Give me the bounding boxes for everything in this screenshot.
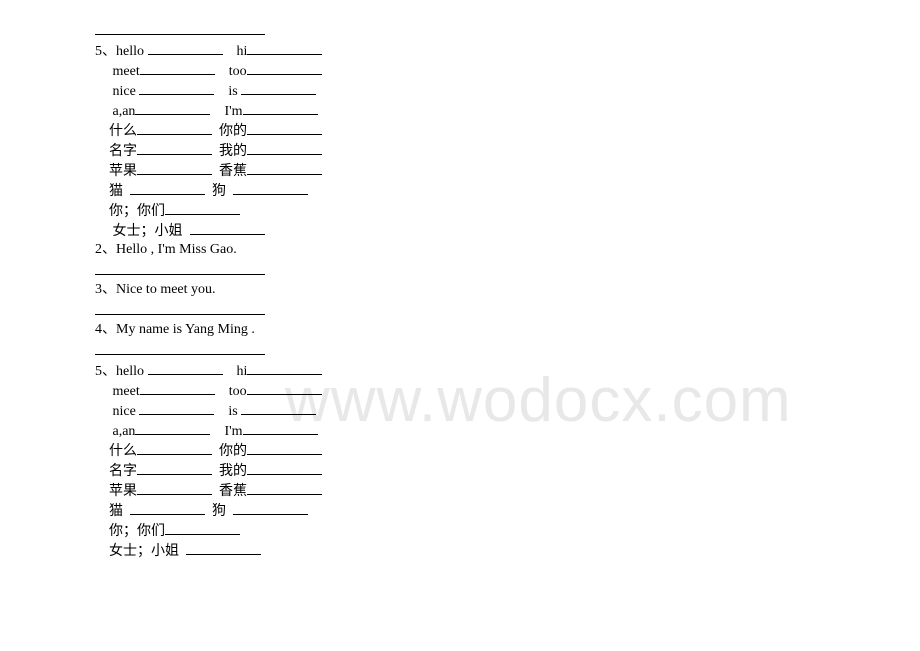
word-im: I'm xyxy=(224,424,242,439)
document-content: 5、hello hi meet too nice is a,an I'm 什么 … xyxy=(95,20,920,560)
vocab-line: 5、hello hi xyxy=(95,40,920,60)
sentence-2: Hello , I'm Miss Gao. xyxy=(116,242,237,257)
word-pingguo: 苹果 xyxy=(109,484,137,499)
word-nvshi: 女士；小姐 xyxy=(109,544,179,559)
sentence-line: 4、My name is Yang Ming . xyxy=(95,320,920,340)
sentence-4: My name is Yang Ming . xyxy=(116,322,255,337)
word-hi: hi xyxy=(237,364,248,379)
vocab-line: 你；你们 xyxy=(95,200,920,220)
document-page: www.wodocx.com 5、hello hi meet too nice … xyxy=(0,0,920,651)
word-mingzi: 名字 xyxy=(109,144,137,159)
word-hello: hello xyxy=(116,44,144,59)
vocab-line: 苹果 香蕉 xyxy=(95,480,920,500)
item-prefix: 5、 xyxy=(95,44,116,59)
item-prefix: 5、 xyxy=(95,364,116,379)
word-meet: meet xyxy=(113,64,140,79)
word-meet: meet xyxy=(113,384,140,399)
vocab-line: 名字 我的 xyxy=(95,460,920,480)
blank-underline-line xyxy=(95,260,920,280)
vocab-line: 你；你们 xyxy=(95,520,920,540)
vocab-line: a,an I'm xyxy=(95,100,920,120)
word-pingguo: 苹果 xyxy=(109,164,137,179)
blank-underline-line xyxy=(95,20,920,40)
word-is: is xyxy=(228,404,237,419)
word-hi: hi xyxy=(237,44,248,59)
vocab-line: 什么 你的 xyxy=(95,440,920,460)
word-shenme: 什么 xyxy=(109,124,137,139)
word-aan: a,an xyxy=(113,424,136,439)
vocab-line: 名字 我的 xyxy=(95,140,920,160)
word-nide: 你的 xyxy=(219,444,247,459)
word-nice: nice xyxy=(113,84,136,99)
vocab-line: meet too xyxy=(95,60,920,80)
vocab-line: 女士；小姐 xyxy=(95,220,920,240)
vocab-line: meet too xyxy=(95,380,920,400)
blank-underline-line xyxy=(95,340,920,360)
word-nice: nice xyxy=(113,404,136,419)
word-too: too xyxy=(229,384,247,399)
sentence-line: 2、Hello , I'm Miss Gao. xyxy=(95,240,920,260)
vocab-line: nice is xyxy=(95,400,920,420)
item-prefix: 3、 xyxy=(95,282,116,297)
word-ninimen: 你；你们 xyxy=(109,204,165,219)
word-xiangjiao: 香蕉 xyxy=(219,164,247,179)
vocab-line: 5、hello hi xyxy=(95,360,920,380)
vocab-line: 女士；小姐 xyxy=(95,540,920,560)
vocab-line: 猫 狗 xyxy=(95,500,920,520)
vocab-line: nice is xyxy=(95,80,920,100)
vocab-line: 什么 你的 xyxy=(95,120,920,140)
word-gou: 狗 xyxy=(212,184,226,199)
word-wode: 我的 xyxy=(219,464,247,479)
word-aan: a,an xyxy=(113,104,136,119)
word-wode: 我的 xyxy=(219,144,247,159)
item-prefix: 2、 xyxy=(95,242,116,257)
word-mao: 猫 xyxy=(109,504,123,519)
word-mao: 猫 xyxy=(109,184,123,199)
word-mingzi: 名字 xyxy=(109,464,137,479)
sentence-3: Nice to meet you. xyxy=(116,282,216,297)
word-gou: 狗 xyxy=(212,504,226,519)
word-is: is xyxy=(228,84,237,99)
vocab-line: a,an I'm xyxy=(95,420,920,440)
vocab-line: 猫 狗 xyxy=(95,180,920,200)
word-hello: hello xyxy=(116,364,144,379)
word-shenme: 什么 xyxy=(109,444,137,459)
word-im: I'm xyxy=(224,104,242,119)
word-xiangjiao: 香蕉 xyxy=(219,484,247,499)
word-nide: 你的 xyxy=(219,124,247,139)
item-prefix: 4、 xyxy=(95,322,116,337)
sentence-line: 3、Nice to meet you. xyxy=(95,280,920,300)
word-nvshi: 女士；小姐 xyxy=(113,224,183,239)
vocab-line: 苹果 香蕉 xyxy=(95,160,920,180)
word-ninimen: 你；你们 xyxy=(109,524,165,539)
word-too: too xyxy=(229,64,247,79)
blank-underline-line xyxy=(95,300,920,320)
